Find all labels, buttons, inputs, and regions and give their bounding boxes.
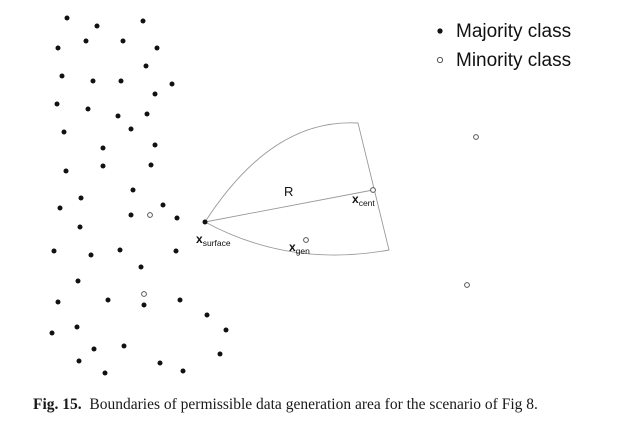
- majority-point: [102, 370, 108, 376]
- caption-text: Boundaries of permissible data generatio…: [89, 396, 538, 413]
- radius-line: [204, 189, 374, 223]
- majority-point: [63, 168, 69, 174]
- majority-point: [75, 278, 81, 284]
- generation-region: [204, 122, 390, 256]
- majority-point: [64, 15, 70, 21]
- majority-point: [128, 126, 134, 132]
- majority-point: [202, 219, 208, 225]
- majority-point: [138, 264, 144, 270]
- majority-point: [85, 106, 91, 112]
- majority-point: [115, 113, 121, 119]
- majority-point: [223, 327, 229, 333]
- majority-points: [49, 15, 229, 376]
- minority-point: [147, 212, 153, 218]
- majority-point: [59, 73, 65, 79]
- majority-point: [141, 302, 147, 308]
- legend-minority-marker: [436, 56, 444, 64]
- majority-point: [100, 163, 106, 169]
- majority-point: [169, 81, 175, 87]
- majority-point: [130, 187, 136, 193]
- majority-point: [57, 205, 63, 211]
- majority-point: [88, 252, 94, 258]
- majority-point: [143, 63, 149, 69]
- majority-point: [61, 129, 67, 135]
- majority-point: [100, 145, 106, 151]
- minority-point: [464, 282, 470, 288]
- minority-point: [141, 291, 147, 297]
- majority-point: [148, 162, 154, 168]
- majority-point: [78, 195, 84, 201]
- radius-label: R: [284, 184, 293, 199]
- majority-point: [55, 299, 61, 305]
- majority-point: [173, 248, 179, 254]
- legend: Majority class Minority class: [436, 21, 571, 71]
- legend-minority-label: Minority class: [456, 50, 571, 71]
- majority-point: [204, 312, 210, 318]
- region-boundary: [204, 122, 390, 256]
- majority-point: [120, 38, 126, 44]
- majority-point: [54, 101, 60, 107]
- majority-point: [77, 224, 83, 230]
- majority-point: [144, 111, 150, 117]
- minority-point: [473, 134, 479, 140]
- majority-point: [118, 78, 124, 84]
- majority-point: [91, 346, 97, 352]
- majority-point: [117, 247, 123, 253]
- x-gen-label: xgen: [289, 240, 310, 256]
- minority-point: [303, 237, 309, 243]
- majority-point: [154, 45, 160, 51]
- majority-point: [51, 248, 57, 254]
- legend-majority-label: Majority class: [456, 21, 571, 42]
- figure-caption: Fig. 15. Boundaries of permissible data …: [33, 396, 633, 414]
- majority-point: [121, 343, 127, 349]
- x-cent-label: xcent: [352, 192, 375, 208]
- majority-point: [74, 324, 80, 330]
- majority-point: [128, 212, 134, 218]
- minority-point: [370, 187, 376, 193]
- majority-point: [83, 38, 89, 44]
- majority-point: [49, 330, 55, 336]
- majority-point: [160, 202, 166, 208]
- majority-point: [174, 215, 180, 221]
- figure-number: Fig. 15.: [33, 396, 82, 413]
- majority-point: [217, 351, 223, 357]
- majority-point: [177, 297, 183, 303]
- majority-point: [152, 91, 158, 97]
- majority-point: [90, 78, 96, 84]
- majority-point: [105, 297, 111, 303]
- majority-point: [94, 23, 100, 29]
- legend-majority-marker: [437, 28, 443, 34]
- majority-point: [152, 142, 158, 148]
- majority-point: [157, 360, 163, 366]
- majority-point: [55, 45, 61, 51]
- majority-point: [140, 18, 146, 24]
- majority-point: [180, 368, 186, 374]
- x-surface-label: xsurface: [196, 232, 231, 248]
- minority-points: [141, 134, 479, 297]
- majority-point: [76, 358, 82, 364]
